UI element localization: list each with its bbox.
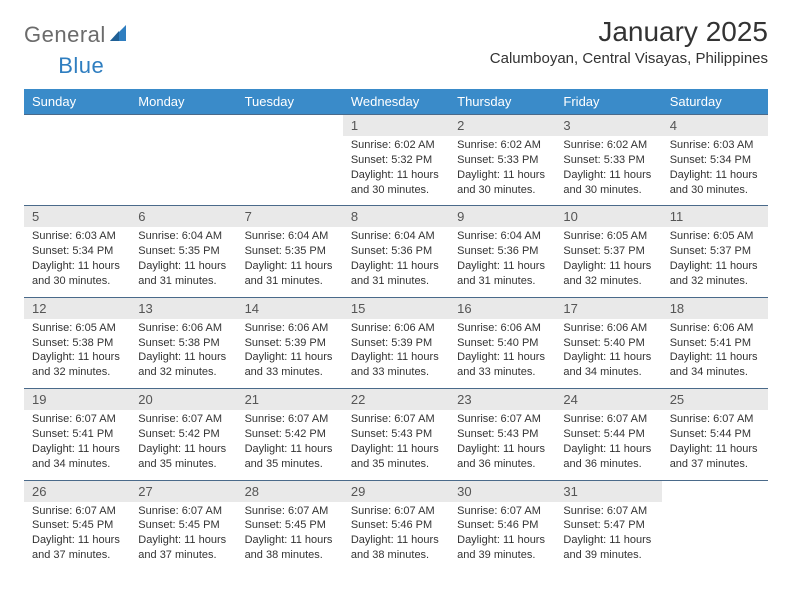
- day-number-cell: [237, 115, 343, 137]
- day-info-cell: Sunrise: 6:05 AMSunset: 5:38 PMDaylight:…: [24, 319, 130, 389]
- week-daynum-row: 19202122232425: [24, 389, 768, 411]
- day-info-cell: Sunrise: 6:05 AMSunset: 5:37 PMDaylight:…: [662, 227, 768, 297]
- day-number-cell: 27: [130, 480, 236, 502]
- dayhead-tue: Tuesday: [237, 89, 343, 115]
- week-daynum-row: 12131415161718: [24, 297, 768, 319]
- day-number-cell: 19: [24, 389, 130, 411]
- day-info-cell: Sunrise: 6:03 AMSunset: 5:34 PMDaylight:…: [662, 136, 768, 206]
- logo-sail-icon: [108, 23, 134, 48]
- day-number-cell: 21: [237, 389, 343, 411]
- day-info-cell: Sunrise: 6:02 AMSunset: 5:33 PMDaylight:…: [555, 136, 661, 206]
- title-block: January 2025 Calumboyan, Central Visayas…: [490, 16, 768, 67]
- day-info-cell: Sunrise: 6:05 AMSunset: 5:37 PMDaylight:…: [555, 227, 661, 297]
- day-info-cell: Sunrise: 6:07 AMSunset: 5:46 PMDaylight:…: [343, 502, 449, 571]
- day-number-cell: 4: [662, 115, 768, 137]
- logo: General: [24, 22, 134, 48]
- day-header-row: Sunday Monday Tuesday Wednesday Thursday…: [24, 89, 768, 115]
- day-number-cell: 16: [449, 297, 555, 319]
- day-number-cell: 1: [343, 115, 449, 137]
- day-number-cell: 10: [555, 206, 661, 228]
- dayhead-thu: Thursday: [449, 89, 555, 115]
- day-info-cell: Sunrise: 6:07 AMSunset: 5:45 PMDaylight:…: [24, 502, 130, 571]
- day-number-cell: 26: [24, 480, 130, 502]
- day-number-cell: 18: [662, 297, 768, 319]
- calendar-page: General January 2025 Calumboyan, Central…: [0, 0, 792, 591]
- day-info-cell: Sunrise: 6:07 AMSunset: 5:44 PMDaylight:…: [662, 410, 768, 480]
- day-number-cell: 24: [555, 389, 661, 411]
- day-number-cell: 11: [662, 206, 768, 228]
- day-info-cell: [662, 502, 768, 571]
- day-info-cell: Sunrise: 6:06 AMSunset: 5:39 PMDaylight:…: [343, 319, 449, 389]
- day-info-cell: Sunrise: 6:04 AMSunset: 5:35 PMDaylight:…: [130, 227, 236, 297]
- day-info-cell: Sunrise: 6:06 AMSunset: 5:40 PMDaylight:…: [555, 319, 661, 389]
- day-number-cell: 17: [555, 297, 661, 319]
- day-info-cell: Sunrise: 6:06 AMSunset: 5:39 PMDaylight:…: [237, 319, 343, 389]
- day-info-cell: Sunrise: 6:06 AMSunset: 5:40 PMDaylight:…: [449, 319, 555, 389]
- day-info-cell: Sunrise: 6:06 AMSunset: 5:38 PMDaylight:…: [130, 319, 236, 389]
- day-info-cell: [237, 136, 343, 206]
- dayhead-wed: Wednesday: [343, 89, 449, 115]
- day-info-cell: Sunrise: 6:07 AMSunset: 5:47 PMDaylight:…: [555, 502, 661, 571]
- day-info-cell: Sunrise: 6:07 AMSunset: 5:45 PMDaylight:…: [130, 502, 236, 571]
- day-number-cell: 22: [343, 389, 449, 411]
- day-info-cell: Sunrise: 6:04 AMSunset: 5:35 PMDaylight:…: [237, 227, 343, 297]
- day-number-cell: 28: [237, 480, 343, 502]
- week-daynum-row: 567891011: [24, 206, 768, 228]
- day-info-cell: Sunrise: 6:07 AMSunset: 5:43 PMDaylight:…: [343, 410, 449, 480]
- day-number-cell: 13: [130, 297, 236, 319]
- day-number-cell: 29: [343, 480, 449, 502]
- day-number-cell: 2: [449, 115, 555, 137]
- day-info-cell: Sunrise: 6:07 AMSunset: 5:43 PMDaylight:…: [449, 410, 555, 480]
- week-info-row: Sunrise: 6:07 AMSunset: 5:45 PMDaylight:…: [24, 502, 768, 571]
- day-info-cell: [24, 136, 130, 206]
- day-number-cell: 31: [555, 480, 661, 502]
- dayhead-sun: Sunday: [24, 89, 130, 115]
- day-number-cell: 8: [343, 206, 449, 228]
- day-number-cell: 14: [237, 297, 343, 319]
- day-info-cell: Sunrise: 6:07 AMSunset: 5:46 PMDaylight:…: [449, 502, 555, 571]
- day-number-cell: 6: [130, 206, 236, 228]
- logo-text-blue: Blue: [58, 53, 104, 78]
- day-number-cell: [662, 480, 768, 502]
- day-number-cell: 25: [662, 389, 768, 411]
- week-daynum-row: 262728293031: [24, 480, 768, 502]
- day-number-cell: 30: [449, 480, 555, 502]
- page-subtitle: Calumboyan, Central Visayas, Philippines: [490, 50, 768, 67]
- calendar-table: Sunday Monday Tuesday Wednesday Thursday…: [24, 89, 768, 571]
- week-info-row: Sunrise: 6:03 AMSunset: 5:34 PMDaylight:…: [24, 227, 768, 297]
- day-number-cell: 12: [24, 297, 130, 319]
- day-info-cell: Sunrise: 6:07 AMSunset: 5:42 PMDaylight:…: [237, 410, 343, 480]
- day-info-cell: Sunrise: 6:06 AMSunset: 5:41 PMDaylight:…: [662, 319, 768, 389]
- day-info-cell: Sunrise: 6:07 AMSunset: 5:42 PMDaylight:…: [130, 410, 236, 480]
- day-number-cell: [24, 115, 130, 137]
- day-info-cell: Sunrise: 6:02 AMSunset: 5:32 PMDaylight:…: [343, 136, 449, 206]
- week-info-row: Sunrise: 6:05 AMSunset: 5:38 PMDaylight:…: [24, 319, 768, 389]
- dayhead-sat: Saturday: [662, 89, 768, 115]
- calendar-body: 1234 Sunrise: 6:02 AMSunset: 5:32 PMDayl…: [24, 115, 768, 571]
- day-number-cell: 15: [343, 297, 449, 319]
- day-number-cell: 23: [449, 389, 555, 411]
- page-title: January 2025: [490, 16, 768, 48]
- day-number-cell: 5: [24, 206, 130, 228]
- day-number-cell: 20: [130, 389, 236, 411]
- day-number-cell: 7: [237, 206, 343, 228]
- day-number-cell: [130, 115, 236, 137]
- day-info-cell: Sunrise: 6:04 AMSunset: 5:36 PMDaylight:…: [343, 227, 449, 297]
- day-info-cell: Sunrise: 6:04 AMSunset: 5:36 PMDaylight:…: [449, 227, 555, 297]
- week-info-row: Sunrise: 6:07 AMSunset: 5:41 PMDaylight:…: [24, 410, 768, 480]
- day-info-cell: Sunrise: 6:07 AMSunset: 5:45 PMDaylight:…: [237, 502, 343, 571]
- logo-text-general: General: [24, 22, 106, 48]
- day-info-cell: [130, 136, 236, 206]
- day-info-cell: Sunrise: 6:07 AMSunset: 5:41 PMDaylight:…: [24, 410, 130, 480]
- day-number-cell: 3: [555, 115, 661, 137]
- day-info-cell: Sunrise: 6:03 AMSunset: 5:34 PMDaylight:…: [24, 227, 130, 297]
- day-info-cell: Sunrise: 6:07 AMSunset: 5:44 PMDaylight:…: [555, 410, 661, 480]
- day-number-cell: 9: [449, 206, 555, 228]
- dayhead-mon: Monday: [130, 89, 236, 115]
- week-daynum-row: 1234: [24, 115, 768, 137]
- dayhead-fri: Friday: [555, 89, 661, 115]
- day-info-cell: Sunrise: 6:02 AMSunset: 5:33 PMDaylight:…: [449, 136, 555, 206]
- week-info-row: Sunrise: 6:02 AMSunset: 5:32 PMDaylight:…: [24, 136, 768, 206]
